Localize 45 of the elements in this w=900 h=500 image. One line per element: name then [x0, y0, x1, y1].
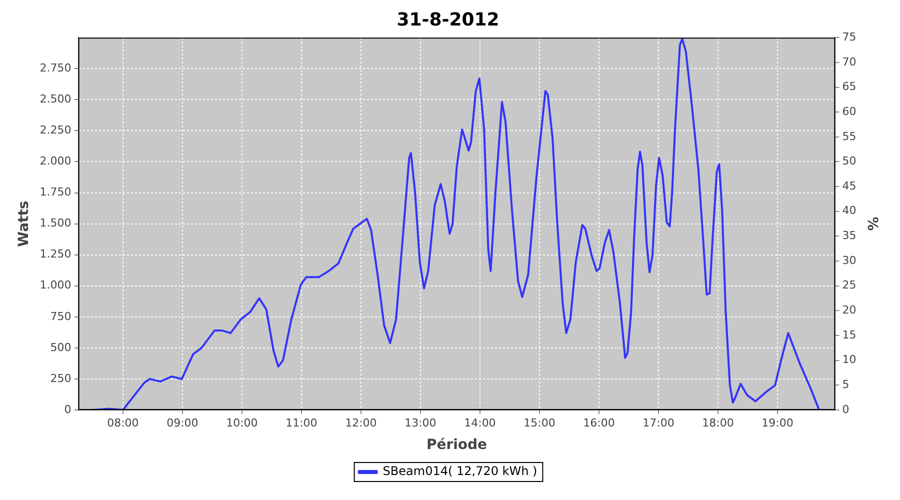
x-tick-label: 18:00	[702, 416, 734, 430]
x-tick-label: 16:00	[583, 416, 615, 430]
y-tick-label: 500	[50, 340, 72, 354]
y-tick-label: 2.500	[40, 92, 72, 106]
y2-tick-label: 55	[842, 130, 856, 143]
y-tick-label: 2.250	[40, 124, 72, 137]
y2-tick-label: 40	[842, 204, 856, 218]
x-tick-label: 19:00	[762, 416, 794, 430]
y-tick-label: 2.750	[40, 61, 72, 74]
y2-tick-label: 15	[842, 328, 856, 342]
y-axis-title: Watts	[16, 200, 32, 247]
y-tick-label: 1.250	[40, 248, 72, 261]
x-tick-label: 10:00	[226, 416, 258, 430]
y-tick-label: 0	[64, 402, 72, 416]
legend-label: SBeam014( 12,720 kWh )	[382, 464, 538, 478]
x-tick-label: 12:00	[345, 416, 377, 430]
x-tick-label: 09:00	[166, 416, 198, 430]
y2-tick-label: 45	[842, 179, 856, 192]
x-tick-label: 15:00	[524, 416, 556, 430]
x-tick-label: 17:00	[642, 416, 674, 430]
y2-tick-label: 10	[842, 353, 856, 366]
x-tick-label: 13:00	[404, 416, 436, 430]
y2-tick-label: 5	[842, 378, 850, 392]
y-tick-label: 1.750	[40, 186, 72, 199]
y2-tick-label: 0	[842, 402, 850, 416]
y-tick-label: 1.000	[40, 278, 72, 292]
y2-tick-label: 30	[842, 254, 856, 267]
y2-tick-label: 65	[842, 80, 856, 94]
x-tick-label: 11:00	[286, 416, 318, 430]
y2-axis-title: %	[864, 216, 880, 231]
y2-tick-label: 35	[842, 229, 856, 242]
x-tick-label: 08:00	[107, 416, 139, 430]
y-tick-label: 2.000	[40, 154, 72, 168]
chart-title: 31-8-2012	[396, 9, 500, 30]
x-axis-title: Période	[426, 437, 488, 454]
y-tick-label: 750	[50, 310, 72, 323]
y2-tick-label: 50	[842, 154, 856, 168]
y2-tick-label: 75	[842, 30, 856, 44]
y-tick-label: 250	[50, 372, 72, 385]
y2-tick-label: 20	[842, 304, 856, 317]
y-tick-label: 1.500	[40, 216, 72, 230]
x-tick-label: 14:00	[464, 416, 496, 430]
y2-tick-label: 70	[842, 55, 856, 68]
y2-tick-label: 60	[842, 104, 856, 118]
y2-tick-label: 25	[842, 278, 856, 292]
